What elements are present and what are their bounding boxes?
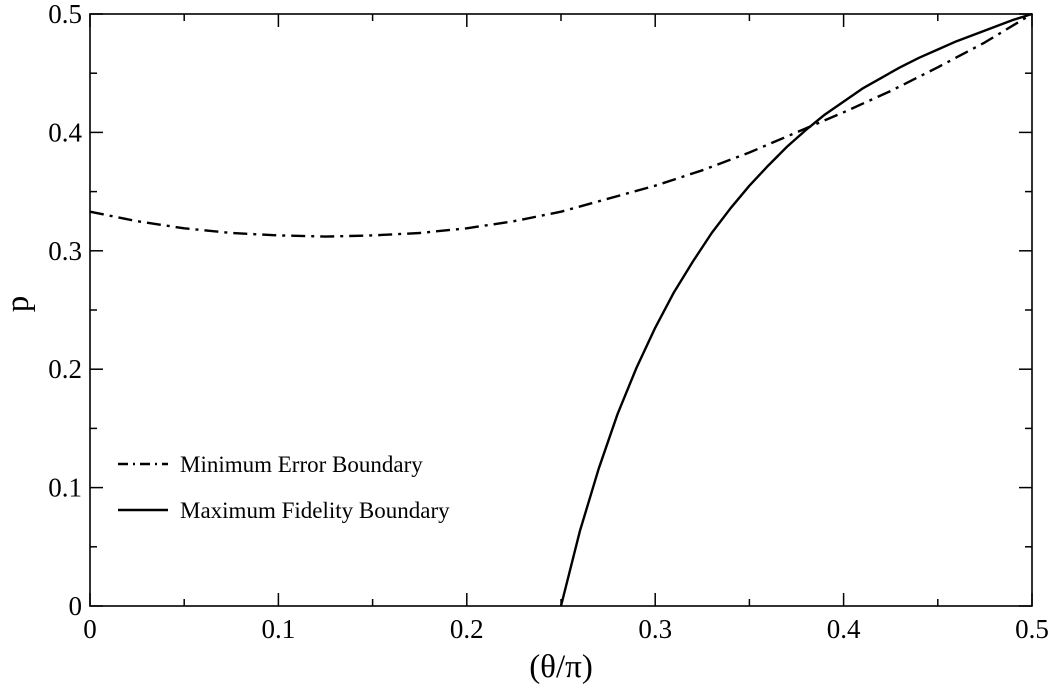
y-tick-label: 0.4	[48, 117, 82, 147]
axis-tick-labels: 0 0.1 0.2 0.3 0.4 0.5 0 0.1 0.2 0.3 0.4 0.5	[48, 0, 1049, 644]
axis-ticks	[89, 13, 1033, 607]
y-tick-label: 0.3	[48, 236, 82, 266]
x-axis-title: (θ/π)	[529, 649, 593, 685]
series-lines	[89, 12, 1033, 607]
x-tick-label: 0.5	[1015, 614, 1049, 644]
x-tick-label: 0.3	[638, 614, 672, 644]
y-tick-label: 0.2	[48, 354, 82, 384]
y-axis-title: p	[0, 296, 36, 313]
y-tick-label: 0	[69, 591, 83, 621]
series-line	[89, 12, 1033, 238]
legend-label: Maximum Fidelity Boundary	[180, 498, 450, 523]
y-tick-label: 0.5	[48, 0, 82, 29]
x-tick-label: 0.4	[827, 614, 861, 644]
x-tick-label: 0.1	[262, 614, 296, 644]
x-tick-label: 0.2	[450, 614, 484, 644]
series-line	[559, 12, 1033, 607]
legend-label: Minimum Error Boundary	[180, 452, 423, 477]
y-tick-label: 0.1	[48, 473, 82, 503]
x-tick-label: 0	[83, 614, 97, 644]
legend: Minimum Error Boundary Maximum Fidelity B…	[118, 452, 450, 523]
